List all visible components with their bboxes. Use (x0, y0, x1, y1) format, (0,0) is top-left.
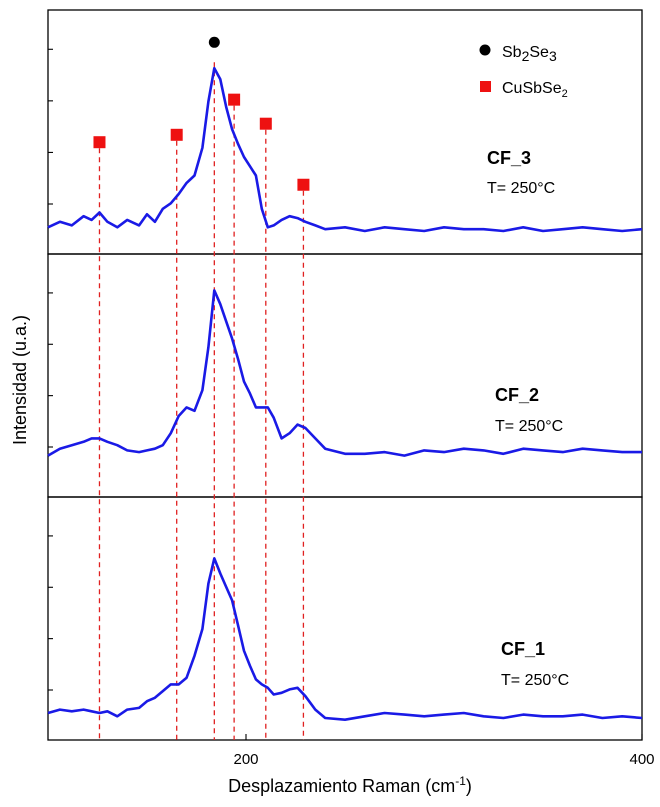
x-axis-label: Desplazamiento Raman (cm-1) (228, 774, 472, 796)
panel-frame-2 (47, 253, 643, 498)
sb2se3-marker (208, 36, 220, 48)
x-tick-label: 200 (233, 751, 258, 768)
labels-layer: CF_3 T= 250°C CF_2 T= 250°C CF_1 T= 250°C (487, 148, 569, 689)
panel-condition-label: T= 250°C (501, 672, 569, 689)
panel-condition-label: T= 250°C (495, 418, 563, 435)
legend-label-sb2se3: Sb2Se3 (502, 44, 557, 64)
spectrum-line-cf_3 (47, 66, 643, 233)
legend-marker-sb2se3 (479, 44, 491, 56)
panel-name-label: CF_3 (487, 148, 531, 168)
panel-frame-1 (47, 9, 643, 255)
cusbse2-marker (259, 117, 272, 130)
spectrum-line-cf_2 (47, 289, 642, 457)
panels-layer (47, 9, 643, 741)
spectra-layer (47, 66, 643, 721)
legend-label-cusbse2: CuSbSe2 (502, 80, 568, 100)
legend: Sb2Se3 CuSbSe2 (479, 44, 568, 100)
x-tick-label: 400 (629, 751, 654, 768)
cusbse2-marker (228, 93, 241, 106)
cusbse2-marker (297, 178, 310, 191)
legend-marker-cusbse2 (480, 81, 491, 92)
panel-frame-3 (47, 496, 643, 741)
cusbse2-marker (170, 128, 183, 141)
reference-lines-layer (98, 62, 305, 740)
spectrum-line-cf_1 (47, 557, 643, 721)
y-axis-label: Intensidad (u.a.) (10, 315, 30, 445)
cusbse2-marker (93, 136, 106, 149)
panel-name-label: CF_1 (501, 639, 545, 659)
ticks-layer: 200 400 (48, 48, 655, 768)
panel-condition-label: T= 250°C (487, 180, 555, 197)
markers-layer (93, 36, 310, 191)
panel-name-label: CF_2 (495, 385, 539, 405)
